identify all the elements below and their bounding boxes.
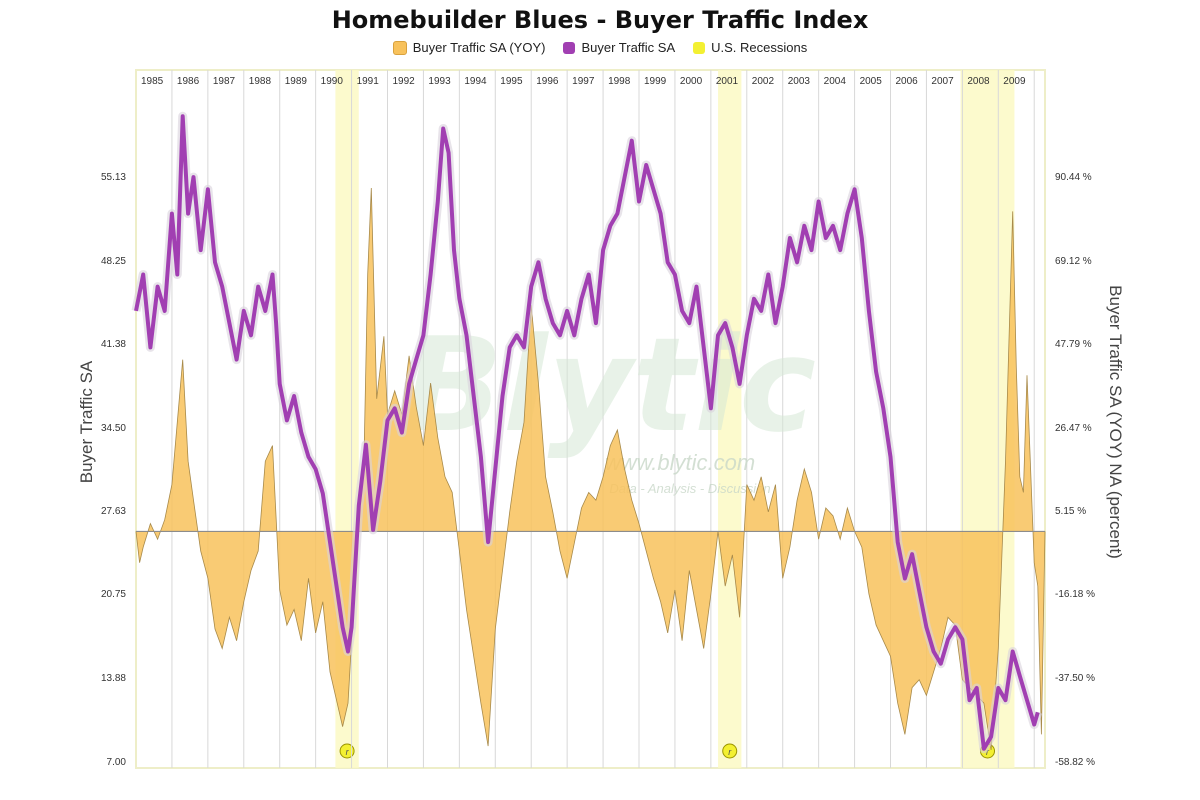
x-tick-label: 1991 [357,76,380,87]
x-tick-label: 2007 [931,76,954,87]
x-tick-label: 1985 [141,76,164,87]
x-tick-label: 2009 [1003,76,1026,87]
y-left-tick-label: 13.88 [101,673,126,684]
legend-item-recessions[interactable]: U.S. Recessions [693,40,807,55]
y-left-axis-title: Buyer Traffic SA [77,360,96,483]
recession-marker[interactable] [339,743,355,759]
x-tick-label: 1993 [428,76,451,87]
chart-title: Homebuilder Blues - Buyer Traffic Index [331,6,869,34]
y-right-tick-label: 90.44 % [1055,172,1092,183]
watermark-tagline: Data - Analysis - Discussion [609,481,770,496]
y-left-tick-label: 34.50 [101,423,126,434]
x-tick-label: 1999 [644,76,667,87]
x-tick-label: 1989 [285,76,308,87]
legend-label-yoy: Buyer Traffic SA (YOY) [412,40,546,55]
x-tick-label: 1987 [213,76,236,87]
x-tick-label: 1995 [500,76,523,87]
x-tick-label: 1992 [393,76,416,87]
y-left-tick-label: 20.75 [101,589,126,600]
legend: Buyer Traffic SA (YOY) Buyer Traffic SA … [0,40,1200,55]
y-right-axis-title: Buyer Traffic SA (YOY) NA (percent) [1106,285,1125,559]
x-tick-label: 2006 [896,76,919,87]
recession-marker-label: r [986,747,990,757]
x-tick-label: 1990 [321,76,344,87]
recession-marker-label: r [728,747,732,757]
x-tick-label: 2003 [788,76,811,87]
x-tick-label: 2005 [860,76,883,87]
recession-band [718,70,742,768]
x-tick-label: 1998 [608,76,631,87]
legend-item-yoy[interactable]: Buyer Traffic SA (YOY) [392,40,546,55]
traffic-line-series[interactable] [134,114,1040,751]
y-right-tick-label: -37.50 % [1055,673,1095,684]
y-right-tick-label: 5.15 % [1055,506,1086,517]
legend-label-recessions: U.S. Recessions [711,40,808,55]
recession-marker-label: r [346,747,350,757]
legend-swatch-traffic [563,41,576,54]
y-left-tick-label: 7.00 [107,757,127,768]
x-tick-label: 2000 [680,76,703,87]
y-left-tick-label: 41.38 [101,339,126,350]
legend-swatch-recessions [693,41,706,54]
x-tick-label: 1988 [249,76,272,87]
legend-item-traffic[interactable]: Buyer Traffic SA [563,40,675,55]
legend-label-traffic: Buyer Traffic SA [581,40,676,55]
y-right-tick-label: -16.18 % [1055,589,1095,600]
x-tick-label: 1994 [464,76,487,87]
recession-marker[interactable] [722,743,738,759]
watermark-url: www.blytic.com [605,450,755,475]
x-tick-label: 1997 [572,76,595,87]
y-right-tick-label: 69.12 % [1055,256,1092,267]
x-tick-label: 2008 [967,76,990,87]
y-right-tick-label: -58.82 % [1055,757,1095,768]
x-tick-label: 2002 [752,76,775,87]
x-tick-label: 2004 [824,76,847,87]
y-left-tick-label: 48.25 [101,256,126,267]
y-left-tick-label: 55.13 [101,172,126,183]
y-left-tick-label: 27.63 [101,506,126,517]
y-right-tick-label: 26.47 % [1055,423,1092,434]
y-right-tick-label: 47.79 % [1055,339,1092,350]
x-tick-label: 2001 [716,76,739,87]
legend-swatch-yoy [392,40,407,55]
x-tick-label: 1986 [177,76,200,87]
x-tick-label: 1996 [536,76,559,87]
yoy-area-series [135,187,1046,751]
